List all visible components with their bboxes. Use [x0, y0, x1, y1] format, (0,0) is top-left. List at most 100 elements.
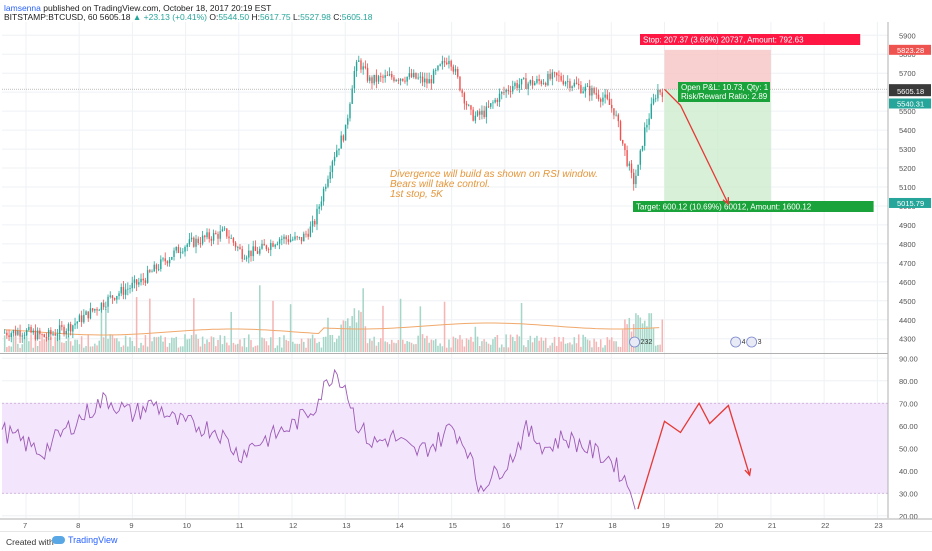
candle-body	[162, 258, 164, 260]
volume-bar	[133, 346, 136, 352]
candle-body	[531, 80, 534, 86]
volume-bar	[72, 345, 74, 352]
price-tick-label: 4600	[899, 278, 916, 287]
candle-body	[221, 229, 224, 232]
candle-body	[624, 143, 626, 151]
chart-header-line2: BITSTAMP:BTCUSD, 60 5605.18 ▲ +23.13 (+0…	[4, 12, 372, 22]
volume-bar	[562, 337, 565, 352]
author-link[interactable]: lamsenna	[4, 3, 41, 13]
volume-bar	[401, 339, 404, 352]
volume-bar	[437, 345, 439, 352]
candle-body	[234, 242, 237, 248]
candle-body	[311, 220, 314, 227]
low-value: 5527.98	[300, 12, 331, 22]
volume-bar	[6, 347, 8, 352]
low-label: L:	[293, 12, 301, 22]
volume-bar	[547, 347, 549, 352]
volume-bar	[208, 342, 210, 352]
volume-bar	[573, 337, 576, 352]
candle-body	[430, 79, 433, 84]
volume-bar	[353, 308, 356, 352]
candle-body	[630, 163, 633, 173]
candle-body	[626, 150, 628, 166]
candle-body	[364, 66, 367, 68]
rsi-tick-label: 40.00	[899, 467, 918, 476]
candle-body	[248, 250, 250, 258]
candle-body	[17, 330, 19, 335]
price-chart[interactable]: Stop: 207.37 (3.69%) 20737, Amount: 792.…	[0, 0, 932, 531]
volume-bar	[338, 335, 340, 352]
tradingview-brand[interactable]: TradingView	[52, 535, 118, 545]
volume-bar	[63, 342, 65, 352]
volume-bar	[518, 336, 521, 352]
rsi-projection-arrow	[637, 402, 751, 510]
volume-bar	[76, 339, 79, 352]
candle-body	[133, 279, 136, 283]
volume-bar	[265, 341, 268, 352]
volume-bar	[443, 301, 446, 352]
volume-ma-line	[4, 322, 660, 336]
volume-bar	[566, 343, 569, 352]
candle-body	[232, 238, 235, 243]
volume-bar	[261, 337, 263, 352]
volume-bar	[210, 336, 213, 352]
volume-bar	[50, 337, 52, 352]
candle-body	[569, 81, 571, 89]
candle-body	[536, 79, 538, 83]
volume-bar	[415, 344, 417, 352]
volume-bar	[256, 345, 259, 352]
volume-bar	[538, 340, 540, 352]
candle-body	[120, 286, 122, 294]
candle-body	[96, 309, 98, 311]
rsi-tick-label: 30.00	[899, 489, 918, 498]
candle-body	[441, 61, 444, 65]
candle-body	[560, 76, 562, 81]
candle-body	[184, 246, 186, 252]
volume-bar	[135, 297, 138, 352]
volume-bar	[533, 337, 536, 352]
candle-body	[395, 79, 397, 81]
volume-bar	[452, 336, 455, 352]
candle-body	[118, 293, 120, 297]
time-axis-bg	[0, 519, 932, 531]
volume-bar	[116, 338, 118, 352]
candle-body	[61, 325, 63, 327]
price-label-bg	[889, 98, 931, 109]
rsi-tick-label: 90.00	[899, 354, 918, 363]
candle-body	[382, 76, 384, 78]
candle-body	[261, 243, 263, 249]
volume-bar	[67, 335, 70, 352]
candle-body	[105, 306, 107, 308]
volume-bar	[364, 326, 367, 352]
volume-bar	[241, 346, 243, 352]
candle-body	[446, 62, 448, 65]
candle-body	[124, 289, 127, 295]
volume-bar	[146, 346, 149, 352]
candle-body	[338, 148, 340, 151]
candle-body	[76, 321, 78, 324]
volume-bar	[408, 341, 411, 352]
candle-body	[498, 93, 501, 102]
candle-body	[83, 314, 85, 323]
candle-body	[135, 279, 138, 285]
volume-bar	[164, 337, 166, 352]
candle-body	[188, 239, 191, 245]
candle-body	[146, 270, 149, 283]
volume-bar	[470, 336, 472, 352]
volume-bar	[492, 339, 494, 352]
volume-bar	[80, 336, 83, 352]
volume-bar	[127, 346, 129, 352]
candle-body	[336, 150, 338, 157]
candle-body	[300, 237, 303, 242]
candle-body	[100, 302, 103, 310]
volume-bar	[331, 334, 334, 352]
stop-label-bg	[640, 34, 861, 45]
time-tick-label: 19	[662, 521, 670, 530]
volume-bar	[450, 347, 452, 352]
volume-bar	[375, 345, 378, 352]
candle-body	[424, 78, 426, 83]
candle-body	[512, 86, 514, 92]
candle-body	[351, 88, 353, 104]
volume-bar	[305, 347, 307, 352]
candle-body	[413, 72, 415, 77]
